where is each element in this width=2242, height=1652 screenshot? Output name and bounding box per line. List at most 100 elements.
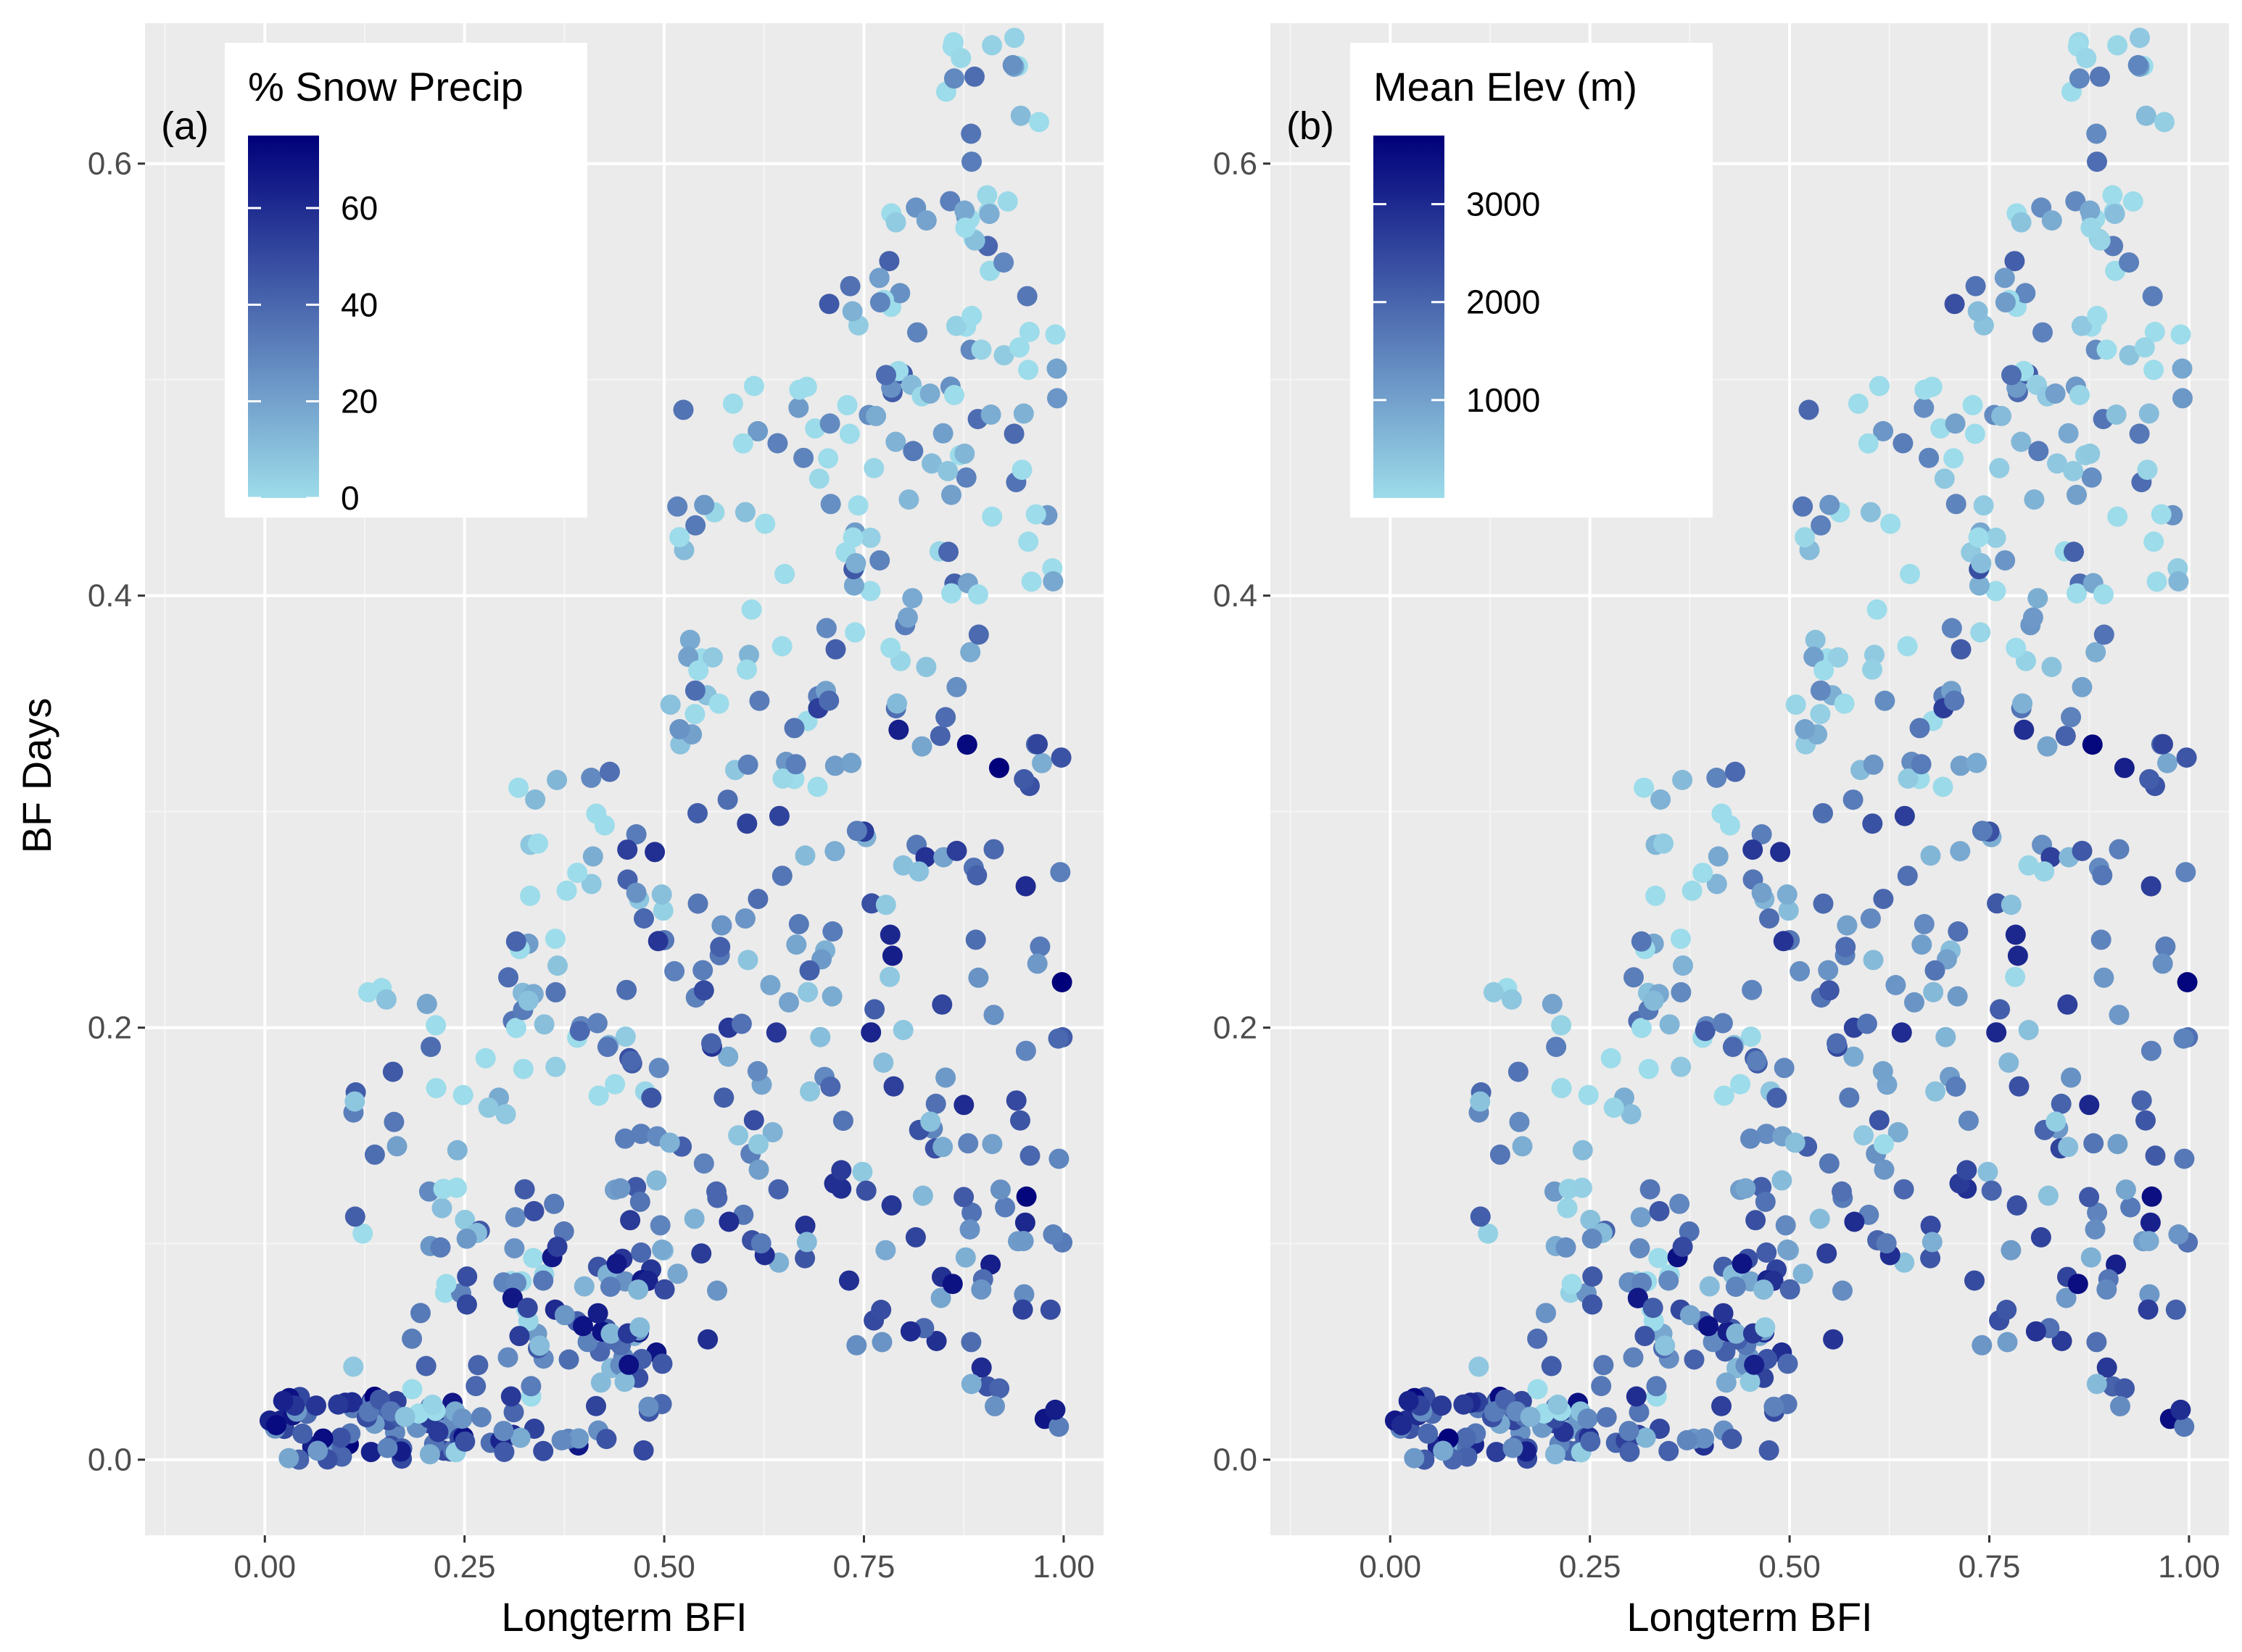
data-point <box>785 754 806 775</box>
data-point <box>600 1323 621 1344</box>
data-point <box>822 921 843 942</box>
data-point <box>1520 1406 1541 1427</box>
data-point <box>2007 945 2028 966</box>
y-tick-label: 0.6 <box>88 146 132 182</box>
data-point <box>1672 1237 1693 1257</box>
data-point <box>912 1185 933 1206</box>
data-point <box>1947 986 1968 1007</box>
data-point <box>2057 994 2078 1015</box>
data-point <box>376 989 397 1010</box>
data-point <box>1874 690 1895 711</box>
data-point <box>1744 1354 1765 1375</box>
data-point <box>508 777 529 798</box>
data-point <box>1013 1231 1034 1252</box>
data-point <box>786 934 807 955</box>
data-point <box>1670 929 1691 950</box>
data-point <box>1973 495 1994 516</box>
data-point <box>916 210 937 231</box>
data-point <box>1507 1061 1529 1082</box>
data-point <box>1819 494 1840 515</box>
data-point <box>2034 861 2055 882</box>
data-point <box>822 986 843 1007</box>
data-point <box>1941 618 1962 639</box>
data-point <box>384 1111 405 1132</box>
data-point <box>1860 502 1881 523</box>
data-point <box>2005 924 2026 945</box>
data-point <box>551 1429 572 1450</box>
data-point <box>2030 1226 2051 1248</box>
data-point <box>841 752 861 773</box>
colorbar <box>1373 136 1444 498</box>
data-point <box>1725 761 1745 782</box>
data-point <box>2176 747 2197 768</box>
data-point <box>718 1046 739 1067</box>
data-point <box>652 1353 673 1374</box>
data-point <box>2018 855 2039 876</box>
data-point <box>2129 423 2150 444</box>
data-point <box>983 1005 1004 1026</box>
data-point <box>1775 1215 1796 1236</box>
data-point <box>553 1221 574 1242</box>
data-point <box>961 1202 983 1223</box>
data-point <box>959 1219 980 1240</box>
data-point <box>1869 375 1890 397</box>
data-point <box>2157 752 2177 773</box>
data-point <box>1455 1427 1476 1448</box>
data-point <box>954 200 975 221</box>
data-point <box>1981 1180 2002 1201</box>
data-point <box>843 575 864 596</box>
data-point <box>2087 305 2108 326</box>
data-point <box>292 1423 313 1444</box>
data-point <box>1816 1243 1837 1264</box>
data-point <box>426 1078 447 1099</box>
data-point <box>701 1033 721 1054</box>
data-point <box>747 1060 768 1082</box>
data-point <box>932 994 953 1015</box>
data-point <box>2170 1399 2191 1420</box>
data-point <box>943 68 964 89</box>
data-point <box>1972 821 1993 842</box>
data-point <box>893 855 914 876</box>
data-point <box>2114 1378 2135 1399</box>
data-point <box>1642 1298 1663 1319</box>
data-point <box>2001 895 2022 916</box>
data-point <box>1712 1013 1733 1034</box>
data-point <box>2009 1076 2030 1097</box>
data-point <box>616 979 637 1000</box>
data-point <box>871 1300 892 1320</box>
data-point <box>907 322 927 343</box>
data-point <box>500 1386 521 1407</box>
data-point <box>626 824 647 844</box>
data-point <box>2080 200 2101 221</box>
data-point <box>1795 719 1816 739</box>
data-point <box>946 840 967 861</box>
data-point <box>2085 1219 2106 1240</box>
data-point <box>2045 1111 2067 1132</box>
data-point <box>926 1331 947 1351</box>
data-point <box>1653 833 1674 854</box>
data-point <box>1501 989 1522 1010</box>
data-point <box>1944 690 1965 711</box>
data-point <box>2014 719 2035 740</box>
data-point <box>415 1356 437 1377</box>
data-point <box>1706 873 1727 895</box>
data-point <box>1643 990 1664 1011</box>
data-point <box>893 1020 914 1040</box>
data-point <box>839 423 860 444</box>
data-point <box>1051 747 1072 768</box>
data-point <box>1603 1097 1624 1118</box>
data-point <box>1784 1132 1805 1153</box>
data-point <box>1571 1177 1592 1198</box>
data-point <box>1914 913 1935 934</box>
data-point <box>2135 1110 2156 1131</box>
data-point <box>846 821 867 842</box>
data-point <box>1924 960 1945 981</box>
data-point <box>447 1140 468 1161</box>
data-point <box>1694 1428 1715 1449</box>
data-point <box>800 1081 821 1102</box>
data-point <box>2011 431 2032 452</box>
data-point <box>1958 1111 1979 1132</box>
data-point <box>737 754 758 775</box>
data-point <box>710 937 731 958</box>
data-point <box>648 931 669 952</box>
